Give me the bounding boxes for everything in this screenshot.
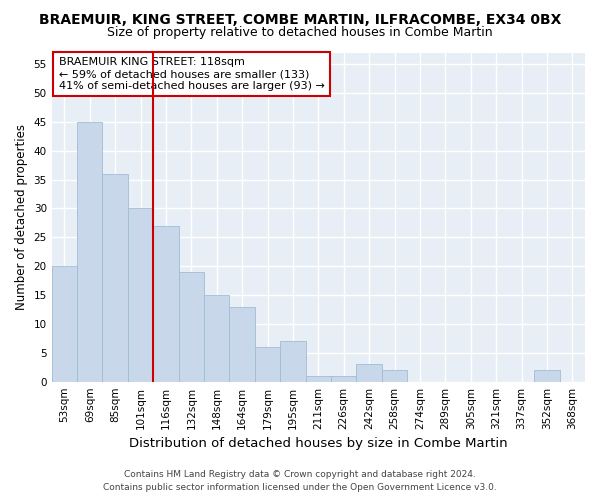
Y-axis label: Number of detached properties: Number of detached properties	[15, 124, 28, 310]
Bar	[229, 306, 255, 382]
Bar	[77, 122, 103, 382]
Text: BRAEMUIR KING STREET: 118sqm
← 59% of detached houses are smaller (133)
41% of s: BRAEMUIR KING STREET: 118sqm ← 59% of de…	[59, 58, 325, 90]
Bar	[153, 226, 179, 382]
Bar	[382, 370, 407, 382]
Bar	[103, 174, 128, 382]
Bar	[52, 266, 77, 382]
Text: Contains HM Land Registry data © Crown copyright and database right 2024.
Contai: Contains HM Land Registry data © Crown c…	[103, 470, 497, 492]
Bar	[305, 376, 331, 382]
Bar	[179, 272, 204, 382]
Text: Size of property relative to detached houses in Combe Martin: Size of property relative to detached ho…	[107, 26, 493, 39]
Bar	[204, 295, 229, 382]
Bar	[534, 370, 560, 382]
Bar	[331, 376, 356, 382]
Bar	[356, 364, 382, 382]
Bar	[255, 347, 280, 382]
Bar	[128, 208, 153, 382]
Bar	[280, 342, 305, 382]
Text: BRAEMUIR, KING STREET, COMBE MARTIN, ILFRACOMBE, EX34 0BX: BRAEMUIR, KING STREET, COMBE MARTIN, ILF…	[39, 12, 561, 26]
X-axis label: Distribution of detached houses by size in Combe Martin: Distribution of detached houses by size …	[129, 437, 508, 450]
